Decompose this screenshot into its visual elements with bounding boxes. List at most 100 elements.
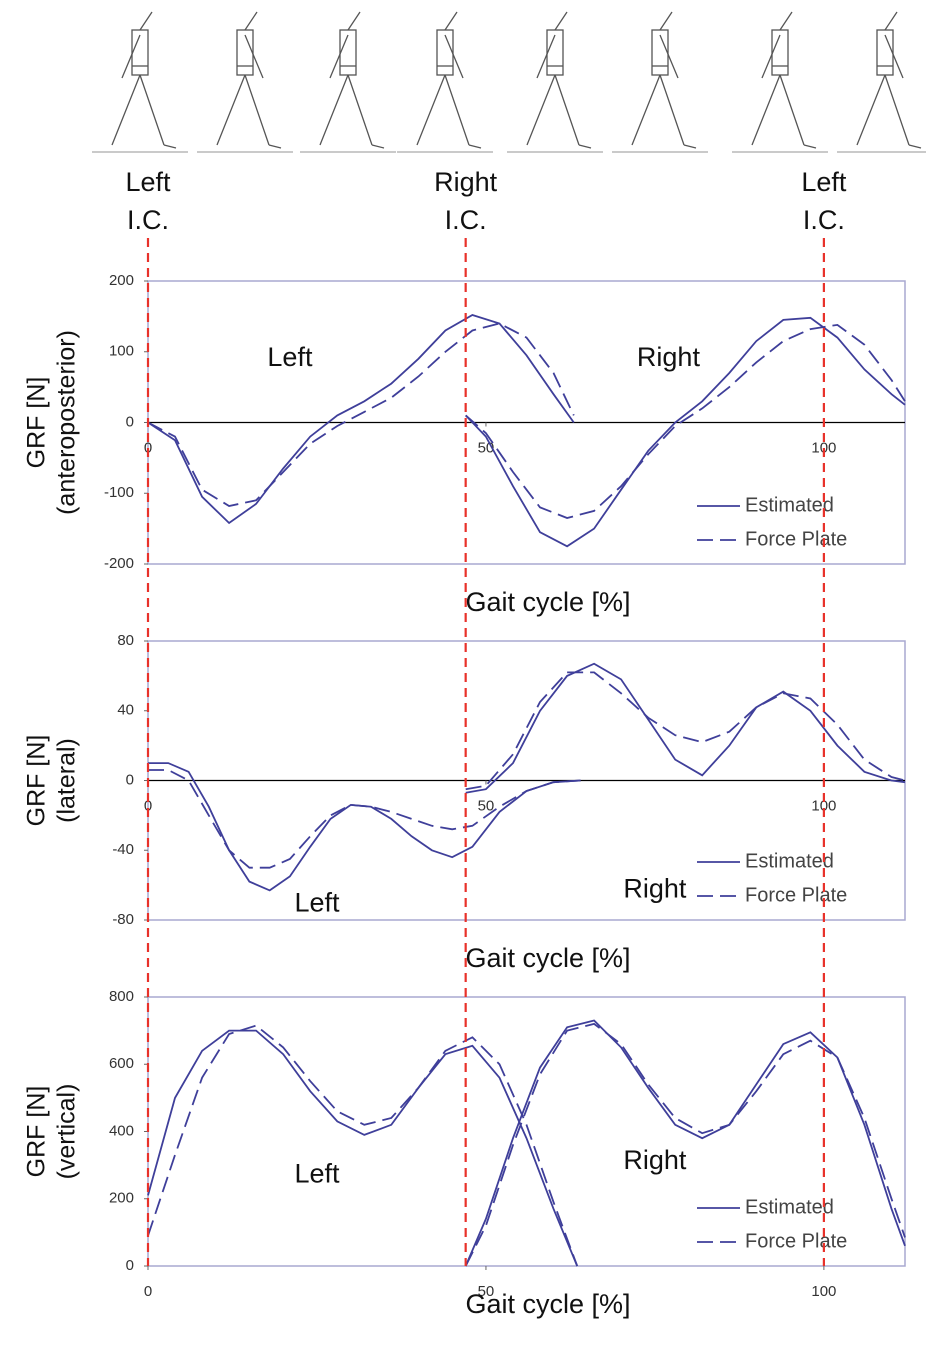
leg	[139, 74, 165, 146]
series-line	[147, 314, 575, 525]
stick-figure	[397, 11, 493, 153]
x-axis-label: Gait cycle [%]	[465, 943, 630, 973]
x-tick-label: 100	[811, 439, 836, 456]
event-label: Left	[801, 167, 847, 197]
series-line	[148, 762, 581, 892]
leg	[347, 74, 373, 146]
leg	[111, 74, 141, 146]
y-tick-label: 800	[109, 988, 134, 1005]
event-label: I.C.	[127, 205, 169, 235]
foot	[803, 144, 817, 149]
event-label: Left	[125, 167, 171, 197]
y-axis-label: (anteroposterior)	[53, 330, 81, 515]
head	[444, 11, 458, 31]
y-axis-label: GRF [N]	[23, 1086, 51, 1178]
leg	[751, 74, 781, 146]
torso	[546, 29, 564, 76]
torso	[339, 29, 357, 76]
y-tick-label: 0	[126, 1257, 134, 1274]
arm	[761, 34, 781, 79]
head	[139, 11, 153, 31]
y-tick-label: -100	[104, 484, 134, 501]
head	[554, 11, 568, 31]
foot	[371, 144, 385, 149]
leg	[444, 74, 470, 146]
legend-label: Estimated	[745, 850, 834, 872]
y-axis-label: GRF [N]	[23, 735, 51, 827]
plot-frame	[147, 996, 906, 1267]
event-label: I.C.	[445, 205, 487, 235]
head	[659, 11, 673, 31]
y-tick-label: 0	[126, 413, 134, 430]
foot	[683, 144, 697, 149]
head	[347, 11, 361, 31]
stick-figure	[507, 11, 603, 153]
arm	[121, 34, 141, 79]
series-line	[465, 316, 906, 548]
torso	[436, 29, 454, 76]
series-line	[465, 323, 906, 519]
event-label: I.C.	[803, 205, 845, 235]
y-axis-label: GRF [N]	[23, 377, 51, 469]
region-label: Left	[294, 1158, 340, 1188]
legend-label: Force Plate	[745, 528, 847, 550]
series-line	[465, 662, 906, 794]
region-label: Right	[637, 342, 701, 372]
y-tick-label: 100	[109, 343, 134, 360]
stick-figure	[612, 11, 708, 153]
torso	[651, 29, 669, 76]
arm	[536, 34, 556, 79]
x-tick-label: 100	[811, 1283, 836, 1300]
region-label: Right	[623, 1145, 687, 1175]
y-tick-label: 80	[117, 632, 134, 649]
stick-figure	[300, 11, 396, 153]
foot	[578, 144, 592, 149]
x-tick-label: 50	[478, 1283, 495, 1300]
stick-figure	[197, 11, 293, 153]
leg	[779, 74, 805, 146]
arm	[329, 34, 349, 79]
series-line	[465, 671, 906, 791]
torso	[771, 29, 789, 76]
stick-figure	[92, 11, 188, 153]
stick-figure	[732, 11, 828, 153]
y-tick-label: 200	[109, 1190, 134, 1207]
torso	[236, 29, 254, 76]
leg	[659, 74, 685, 146]
y-tick-label: 400	[109, 1122, 134, 1139]
foot	[908, 144, 922, 149]
head	[884, 11, 898, 31]
y-tick-label: -200	[104, 555, 134, 572]
legend-label: Force Plate	[745, 1230, 847, 1252]
y-tick-label: 200	[109, 272, 134, 289]
x-axis-label: Gait cycle [%]	[465, 1289, 630, 1319]
series-line	[147, 1024, 579, 1267]
leg	[631, 74, 661, 146]
leg	[416, 74, 446, 146]
head	[779, 11, 793, 31]
leg	[216, 74, 246, 146]
x-tick-label: 0	[144, 439, 152, 456]
foot	[268, 144, 282, 149]
arm	[444, 34, 464, 79]
legend-label: Estimated	[745, 1196, 834, 1218]
arm	[244, 34, 264, 79]
event-label: Right	[434, 167, 498, 197]
series-line	[464, 1022, 906, 1267]
leg	[244, 74, 270, 146]
series-line	[147, 322, 575, 507]
y-tick-label: -80	[112, 911, 134, 928]
y-tick-label: 600	[109, 1055, 134, 1072]
region-label: Right	[623, 873, 687, 903]
legend-label: Estimated	[745, 494, 834, 516]
arm	[659, 34, 679, 79]
series-line	[147, 1029, 579, 1267]
y-tick-label: 0	[126, 771, 134, 788]
arm	[884, 34, 904, 79]
leg	[319, 74, 349, 146]
x-tick-label: 0	[144, 797, 152, 814]
x-tick-label: 100	[811, 797, 836, 814]
head	[244, 11, 258, 31]
